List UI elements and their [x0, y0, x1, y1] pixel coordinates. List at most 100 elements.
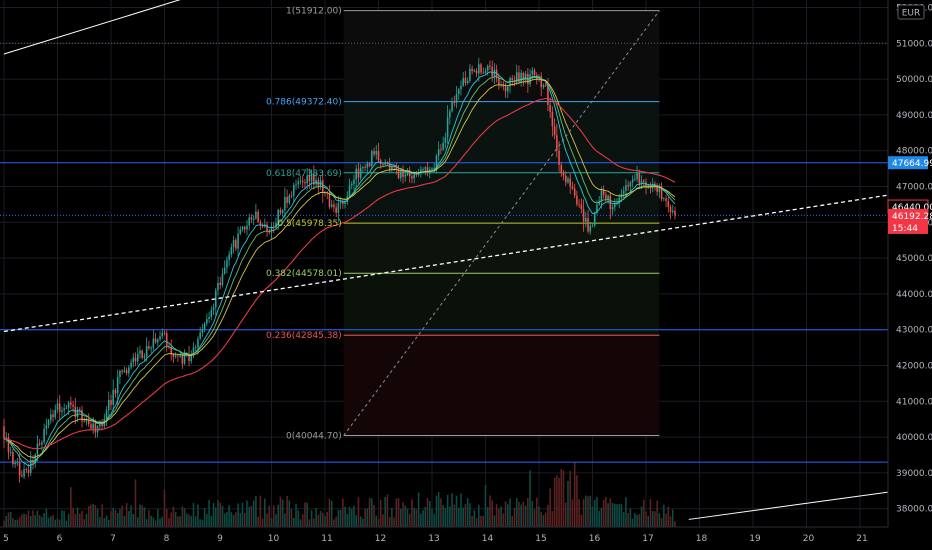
candle-body-126 — [284, 196, 286, 211]
volume-bar-259 — [580, 514, 583, 527]
candle-body-8 — [21, 475, 23, 477]
volume-bar-52 — [119, 509, 121, 527]
volume-bar-290 — [649, 499, 652, 527]
candle-body-101 — [228, 254, 230, 260]
volume-bar-223 — [500, 506, 502, 527]
candle-body-162 — [364, 167, 366, 169]
candle-body-266 — [596, 204, 598, 213]
candle-body-96 — [217, 282, 219, 291]
volume-bar-295 — [660, 518, 663, 527]
candle-body-198 — [444, 137, 447, 144]
candle-body-284 — [636, 173, 638, 180]
candle-body-67 — [152, 338, 155, 348]
fib-zone-3 — [343, 223, 660, 274]
volume-bar-271 — [607, 503, 609, 527]
fib-label-4: 0.382(44578.01) — [266, 269, 342, 279]
volume-bar-187 — [420, 513, 422, 527]
fibonacci-retracement[interactable] — [343, 10, 660, 436]
candle-body-228 — [511, 78, 514, 81]
volume-bar-167 — [375, 515, 378, 527]
volume-bar-242 — [542, 515, 545, 527]
volume-bar-42 — [96, 508, 99, 527]
volume-bar-73 — [165, 509, 168, 527]
candle-body-148 — [333, 204, 335, 208]
candle-body-51 — [116, 377, 119, 394]
volume-bars — [3, 462, 676, 527]
volume-bar-291 — [651, 511, 654, 527]
time-tick-label-9: 14 — [482, 534, 494, 544]
volume-bar-19 — [45, 508, 48, 527]
candle-body-138 — [310, 173, 313, 182]
volume-bar-132 — [297, 510, 300, 527]
candle-body-156 — [350, 183, 353, 186]
candle-body-260 — [582, 209, 585, 222]
candle-body-187 — [420, 169, 422, 172]
volume-bar-269 — [602, 499, 605, 527]
candle-body-100 — [226, 259, 228, 268]
volume-bar-76 — [172, 506, 175, 527]
candle-body-86 — [194, 347, 197, 349]
candle-body-63 — [143, 356, 146, 358]
candle-body-105 — [237, 233, 239, 249]
volume-bar-92 — [208, 499, 210, 527]
candle-body-207 — [464, 78, 467, 84]
volume-bar-81 — [183, 508, 186, 527]
volume-bar-293 — [656, 500, 658, 527]
price-axis[interactable]: 52000.0051000.0050000.0049000.0048000.00… — [887, 0, 932, 550]
candle-body-4 — [12, 452, 14, 465]
candle-body-201 — [451, 101, 453, 112]
volume-bar-66 — [150, 515, 152, 527]
time-axis-background — [0, 527, 932, 550]
candle-body-258 — [578, 204, 580, 206]
volume-bar-275 — [616, 504, 618, 527]
candle-body-182 — [408, 170, 411, 177]
currency-badge[interactable]: EUR — [897, 4, 925, 20]
candle-body-72 — [163, 332, 166, 334]
time-tick-label-3: 8 — [164, 534, 170, 544]
candle-body-21 — [50, 414, 52, 421]
candles[interactable] — [3, 57, 676, 483]
candle-body-130 — [293, 184, 295, 196]
time-axis[interactable]: 5 6 7 8 9 10 11 12 13 14 15 16 17 18 19 20 21 — [0, 526, 932, 550]
candle-body-152 — [342, 201, 344, 205]
volume-bar-113 — [255, 495, 257, 527]
candle-body-7 — [18, 462, 21, 476]
volume-bar-238 — [533, 509, 536, 527]
volume-bar-142 — [319, 510, 322, 527]
candle-body-98 — [221, 273, 224, 286]
candle-body-199 — [446, 117, 449, 138]
time-tick-label-8: 13 — [428, 534, 439, 544]
volume-bar-170 — [382, 514, 384, 527]
volume-bar-202 — [453, 504, 456, 527]
volume-bar-119 — [268, 505, 271, 527]
candle-body-34 — [79, 409, 81, 411]
candle-body-133 — [299, 180, 302, 182]
volume-bar-31 — [72, 507, 74, 527]
volume-bar-285 — [638, 514, 641, 527]
candle-body-49 — [112, 389, 115, 405]
volume-bar-192 — [431, 508, 433, 527]
candle-body-195 — [437, 149, 440, 156]
candle-body-73 — [165, 332, 168, 347]
volume-bar-244 — [547, 504, 549, 527]
candle-body-61 — [139, 350, 141, 354]
volume-bar-227 — [509, 498, 511, 527]
volume-bar-69 — [157, 508, 159, 527]
volume-bar-220 — [493, 515, 496, 527]
volume-bar-136 — [306, 502, 308, 527]
candle-body-151 — [339, 201, 342, 204]
volume-bar-125 — [281, 499, 284, 527]
time-tick-label-7: 12 — [375, 534, 386, 544]
candle-body-227 — [509, 78, 511, 87]
trend-lines[interactable] — [3, 0, 898, 520]
volume-bar-160 — [359, 516, 362, 527]
candle-body-120 — [270, 226, 273, 233]
candle-body-140 — [315, 179, 317, 185]
candle-body-135 — [304, 182, 306, 184]
volume-bar-287 — [642, 499, 645, 527]
candle-body-287 — [642, 180, 645, 182]
candle-body-54 — [123, 370, 126, 372]
volume-bar-263 — [589, 495, 592, 527]
time-tick-label-10: 15 — [535, 534, 546, 544]
